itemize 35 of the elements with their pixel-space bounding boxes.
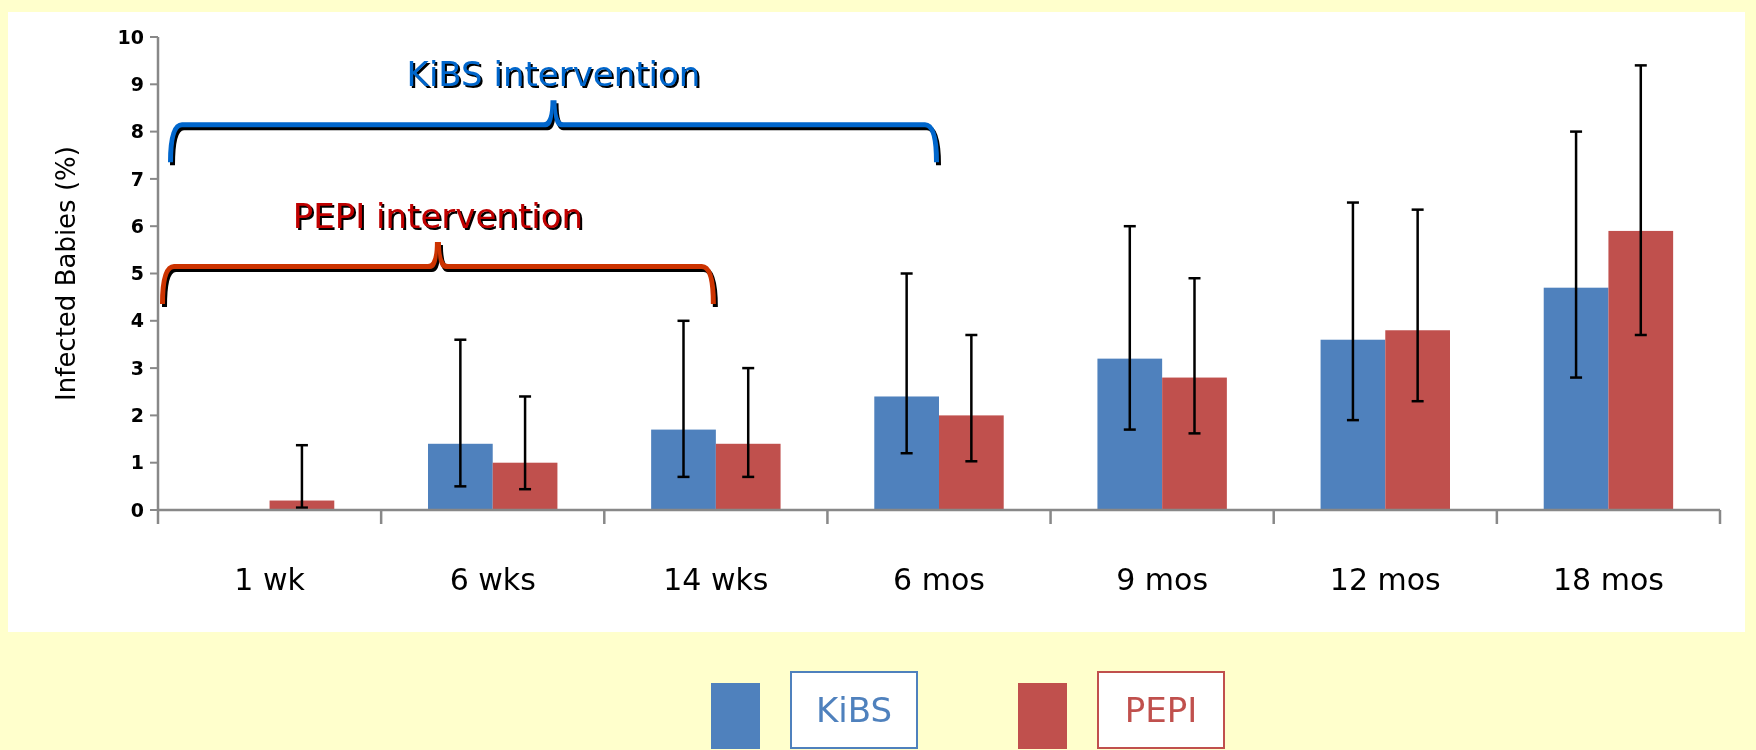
y-tick-label: 0: [130, 498, 144, 521]
legend-label: KiBS: [815, 690, 893, 730]
bar: [1097, 358, 1163, 510]
y-tick-label: 6: [130, 214, 144, 237]
bar: [492, 462, 558, 510]
y-tick-label: 1: [130, 451, 144, 474]
x-tick-label: 9 mos: [1116, 562, 1209, 597]
x-tick-label: 1 wk: [234, 562, 306, 597]
bar: [715, 443, 781, 510]
y-tick-label: 8: [130, 120, 144, 143]
legend-label: PEPI: [1124, 690, 1198, 730]
x-tick-label: 18 mos: [1552, 562, 1664, 597]
bar: [874, 396, 939, 510]
bar: [651, 429, 716, 510]
y-axis-title: Infected Babies (%): [51, 146, 81, 401]
annotation: PEPI intervention: [294, 198, 586, 239]
bar: [939, 415, 1004, 510]
bar: [428, 443, 493, 510]
bar: [1162, 377, 1227, 510]
bar: [1608, 230, 1674, 510]
x-tick-label: 12 mos: [1329, 562, 1441, 597]
x-tick-label: 6 wks: [449, 562, 536, 597]
bar: [1543, 287, 1609, 510]
bar: [1320, 339, 1386, 510]
x-tick-label: 6 mos: [893, 562, 985, 597]
x-tick-label: 14 wks: [663, 562, 769, 597]
y-tick-label: 7: [130, 167, 144, 190]
y-tick-label: 4: [130, 309, 144, 332]
y-tick-label: 3: [130, 356, 144, 379]
bar: [1385, 330, 1450, 510]
annotation: KiBS intervention: [408, 56, 703, 97]
y-tick-label: 10: [117, 25, 144, 48]
y-tick-label: 5: [130, 262, 144, 285]
y-tick-label: 2: [130, 404, 144, 427]
y-tick-label: 9: [130, 72, 144, 95]
